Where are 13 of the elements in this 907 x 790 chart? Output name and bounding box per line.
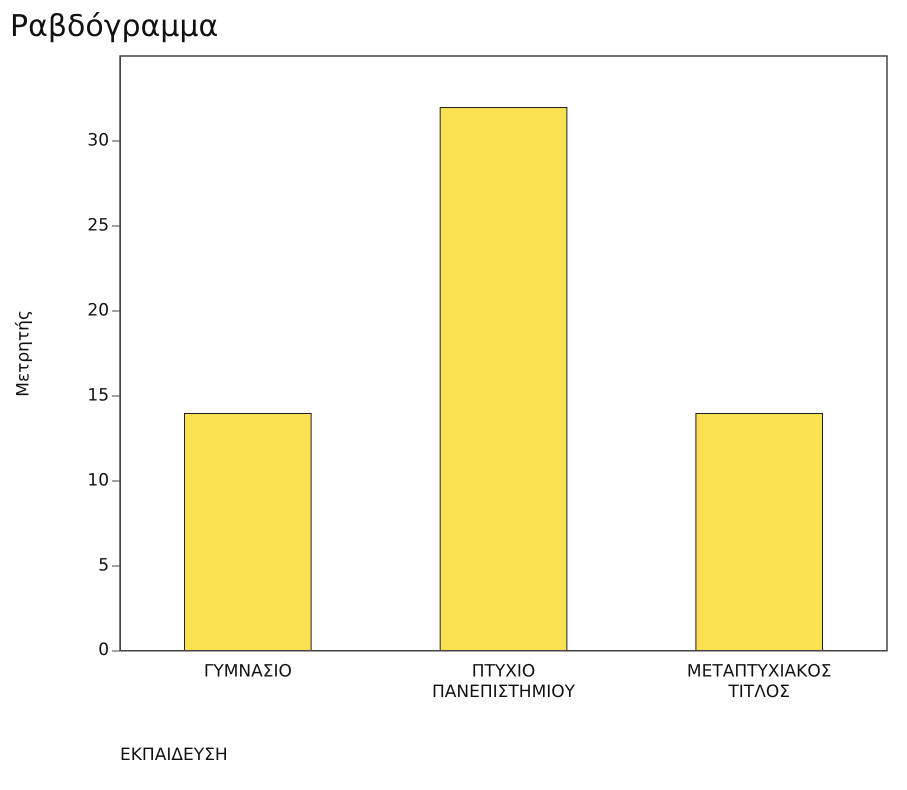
y-tick-label: 5	[98, 555, 110, 576]
y-tick-label: 30	[87, 130, 110, 150]
y-tick-label: 20	[87, 300, 110, 320]
y-axis-title: Μετρητής	[14, 310, 34, 397]
y-tick-label: 10	[87, 470, 110, 490]
y-tick-label: 0	[98, 640, 110, 660]
x-tick-label: ΓΥΜΝΑΣΙΟ	[204, 661, 292, 682]
y-tick-label: 15	[87, 385, 110, 406]
x-tick-label: ΜΕΤΑΠΤΥΧΙΑΚΟΣ ΤΙΤΛΟΣ	[686, 661, 832, 702]
y-tick-label: 25	[87, 215, 110, 236]
x-tick-label: ΠΤΥΧΙΟ ΠΑΝΕΠΙΣΤΗΜΙΟΥ	[432, 661, 576, 702]
x-axis-title: ΕΚΠΑΙΔΕΥΣΗ	[120, 745, 228, 766]
chart-title: Ραβδόγραμμα	[10, 8, 218, 44]
